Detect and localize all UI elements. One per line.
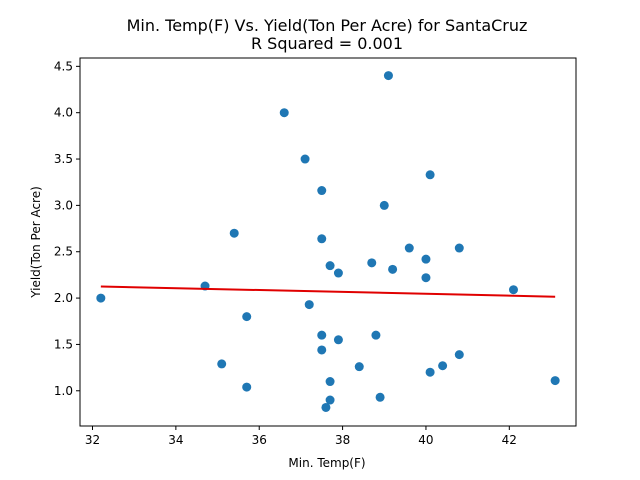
data-point	[317, 345, 327, 355]
data-point	[325, 377, 335, 387]
x-tick-label: 36	[252, 433, 267, 447]
data-point	[508, 285, 518, 295]
data-point	[300, 154, 310, 164]
y-tick-label: 3.5	[54, 152, 73, 166]
data-point	[367, 258, 377, 268]
data-point	[550, 376, 560, 386]
data-point	[425, 170, 435, 180]
data-point	[317, 234, 327, 244]
data-point	[354, 362, 364, 372]
trend-line	[100, 285, 556, 298]
data-point	[454, 350, 464, 360]
x-tick-label: 38	[335, 433, 350, 447]
data-point	[96, 293, 106, 303]
chart-subtitle: R Squared = 0.001	[251, 34, 403, 53]
plot-frame	[79, 57, 577, 427]
data-point	[379, 200, 389, 210]
data-point	[383, 71, 393, 81]
x-tick-label: 34	[168, 433, 183, 447]
x-axis: 32 34 36 38 40 42	[85, 426, 517, 447]
y-tick-label: 2.0	[54, 291, 73, 305]
data-point	[421, 254, 431, 264]
data-point	[317, 186, 327, 196]
data-point	[454, 243, 464, 253]
y-tick-label: 3.0	[54, 198, 73, 212]
y-tick-label: 4.5	[54, 59, 73, 73]
data-point	[333, 335, 343, 345]
data-point	[325, 261, 335, 271]
y-axis: 1.0 1.5 2.0 2.5 3.0 3.5 4.0 4.5	[54, 59, 80, 398]
data-point	[404, 243, 414, 253]
data-point	[371, 330, 381, 340]
data-point	[421, 273, 431, 283]
y-tick-label: 1.0	[54, 384, 73, 398]
data-point	[304, 300, 314, 310]
chart-title: Min. Temp(F) Vs. Yield(Ton Per Acre) for…	[127, 16, 528, 35]
plot-area	[96, 71, 560, 412]
y-tick-label: 4.0	[54, 106, 73, 120]
x-tick-label: 40	[418, 433, 433, 447]
data-point	[217, 359, 227, 369]
y-axis-label: Yield(Ton Per Acre)	[29, 186, 43, 299]
data-point	[425, 367, 435, 377]
y-tick-label: 2.5	[54, 245, 73, 259]
data-point	[321, 402, 331, 412]
data-point	[325, 395, 335, 405]
x-tick-label: 42	[502, 433, 517, 447]
data-point	[242, 382, 252, 392]
data-point	[438, 361, 448, 371]
x-axis-label: Min. Temp(F)	[288, 456, 365, 470]
data-point	[375, 392, 385, 402]
data-point	[242, 312, 252, 322]
data-point	[333, 268, 343, 278]
data-point	[317, 330, 327, 340]
data-point	[279, 108, 289, 118]
data-point	[388, 264, 398, 274]
y-tick-label: 1.5	[54, 337, 73, 351]
data-point	[229, 228, 239, 238]
x-tick-label: 32	[85, 433, 100, 447]
